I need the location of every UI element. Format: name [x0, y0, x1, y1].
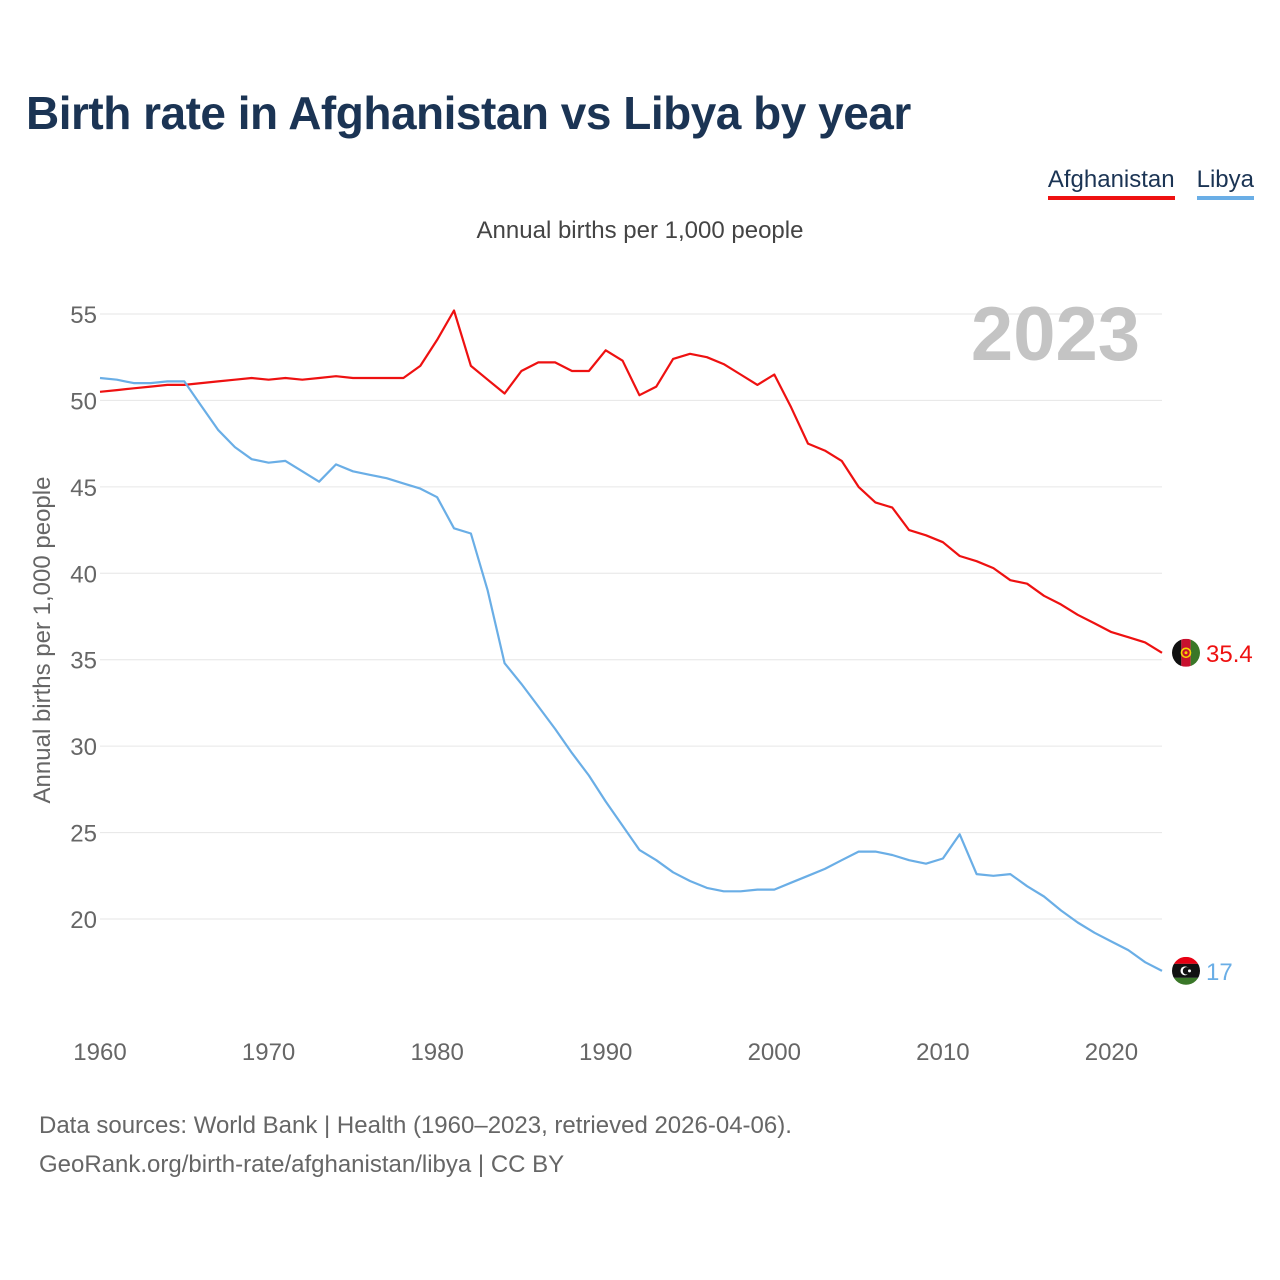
x-tick-label: 2010 — [916, 1039, 969, 1066]
x-tick-label: 2000 — [748, 1039, 801, 1066]
series-lines — [99, 309, 1163, 972]
x-tick-label: 1960 — [73, 1039, 126, 1066]
year-watermark: 2023 — [971, 292, 1140, 377]
x-tick-label: 1980 — [410, 1039, 463, 1066]
x-tick-label: 1970 — [242, 1039, 295, 1066]
x-tick-label: 2020 — [1085, 1039, 1138, 1066]
y-tick-label: 25 — [70, 821, 97, 848]
source-line-1: Data sources: World Bank | Health (1960–… — [39, 1112, 792, 1139]
y-axis-label: Annual births per 1,000 people — [29, 477, 56, 804]
legend-item-afghanistan[interactable]: Afghanistan — [1047, 166, 1175, 200]
y-tick-label: 35 — [70, 648, 97, 675]
libya-flag-icon — [1172, 956, 1200, 985]
end-value-label-libya: 17 — [1206, 959, 1233, 986]
legend-item-libya[interactable]: Libya — [1196, 166, 1254, 200]
y-tick-label: 50 — [70, 388, 97, 415]
x-tick-label: 1990 — [579, 1039, 632, 1066]
series-line-libya[interactable] — [99, 376, 1163, 972]
y-tick-label: 45 — [70, 475, 97, 502]
y-tick-label: 55 — [70, 302, 97, 329]
y-axis-ticks: 20 25 30 35 40 45 50 55 — [70, 302, 97, 934]
x-axis-ticks: 1960 1970 1980 1990 2000 2010 2020 — [73, 1039, 1138, 1066]
end-value-label-afghanistan: 35.4 — [1206, 641, 1253, 668]
chart-subtitle: Annual births per 1,000 people — [476, 217, 804, 244]
page-title: Birth rate in Afghanistan vs Libya by ye… — [26, 87, 911, 139]
series-line-afghanistan[interactable] — [99, 309, 1163, 654]
legend: Afghanistan Libya — [1047, 166, 1254, 200]
afghanistan-flag-icon — [1172, 638, 1200, 667]
source-line-2[interactable]: GeoRank.org/birth-rate/afghanistan/libya… — [39, 1151, 565, 1178]
y-tick-label: 20 — [70, 907, 97, 934]
y-tick-label: 40 — [70, 561, 97, 588]
y-tick-label: 30 — [70, 734, 97, 761]
series-end-markers: 35.4 17 — [1172, 638, 1253, 986]
grid-lines — [100, 313, 1162, 920]
data-source: Data sources: World Bank | Health (1960–… — [39, 1106, 792, 1184]
